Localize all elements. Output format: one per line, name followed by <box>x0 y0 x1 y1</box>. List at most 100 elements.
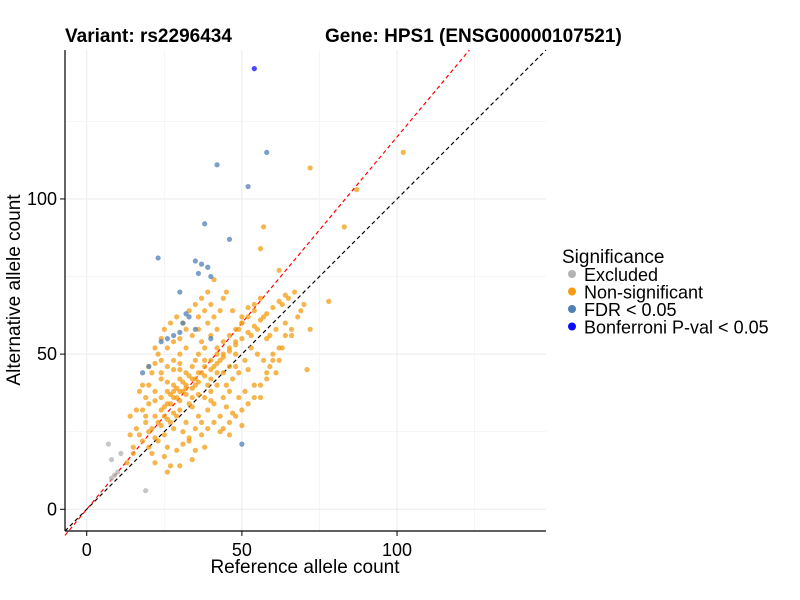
x-tick-label: 0 <box>82 540 92 560</box>
point-non-significant <box>158 422 164 429</box>
point-fdr-0-05 <box>226 236 233 242</box>
point-non-significant <box>164 345 171 351</box>
point-non-significant <box>245 401 251 407</box>
point-non-significant <box>146 382 152 388</box>
point-non-significant <box>152 360 158 367</box>
point-non-significant <box>171 357 177 363</box>
point-non-significant <box>264 370 270 376</box>
point-non-significant <box>174 447 180 453</box>
point-non-significant <box>124 460 130 466</box>
point-non-significant <box>192 425 198 432</box>
point-non-significant <box>202 373 208 379</box>
point-non-significant <box>288 326 295 332</box>
point-non-significant <box>220 394 226 401</box>
point-non-significant <box>214 382 220 388</box>
point-non-significant <box>155 351 161 357</box>
point-fdr-0-05 <box>192 326 198 332</box>
legend-key <box>568 305 576 313</box>
point-non-significant <box>251 382 257 388</box>
point-non-significant <box>226 363 233 370</box>
point-excluded <box>118 450 124 457</box>
legend-label: Bonferroni P-val < 0.05 <box>584 318 769 338</box>
point-non-significant <box>251 308 257 314</box>
point-fdr-0-05 <box>245 183 251 190</box>
point-non-significant <box>186 435 192 441</box>
point-non-significant <box>195 379 202 385</box>
point-non-significant <box>223 404 229 410</box>
point-non-significant <box>242 357 248 363</box>
point-fdr-0-05 <box>208 273 214 280</box>
ticks: 0 50 100 0 50 100 <box>27 189 412 560</box>
point-non-significant <box>202 345 208 351</box>
point-non-significant <box>189 385 195 391</box>
point-non-significant <box>261 357 267 363</box>
point-non-significant <box>164 416 171 422</box>
point-non-significant <box>161 432 167 438</box>
point-non-significant <box>164 363 171 370</box>
point-non-significant <box>152 398 158 404</box>
point-non-significant <box>149 425 155 432</box>
point-non-significant <box>164 379 171 385</box>
point-non-significant <box>233 351 239 357</box>
point-non-significant <box>251 394 257 401</box>
point-non-significant <box>158 376 164 382</box>
point-non-significant <box>214 370 220 376</box>
point-non-significant <box>245 314 251 320</box>
point-fdr-0-05 <box>139 370 146 376</box>
point-non-significant <box>270 351 276 357</box>
point-non-significant <box>161 326 167 332</box>
point-non-significant <box>214 345 220 351</box>
point-non-significant <box>254 351 260 357</box>
point-non-significant <box>264 376 270 382</box>
point-non-significant <box>264 311 270 317</box>
point-non-significant <box>220 425 226 432</box>
point-non-significant <box>164 469 171 475</box>
point-non-significant <box>205 382 211 388</box>
title-gene: Gene: HPS1 (ENSG00000107521) <box>325 26 622 47</box>
point-non-significant <box>233 363 239 370</box>
point-non-significant <box>195 370 202 376</box>
point-non-significant <box>341 224 347 230</box>
point-non-significant <box>214 351 220 357</box>
point-fdr-0-05 <box>202 221 208 227</box>
point-non-significant <box>257 295 264 301</box>
point-non-significant <box>307 165 313 171</box>
point-excluded <box>105 441 112 447</box>
title-variant: Variant: rs2296434 <box>65 26 232 47</box>
point-non-significant <box>226 432 233 438</box>
point-non-significant <box>208 301 214 308</box>
point-non-significant <box>257 246 264 252</box>
legend-label: Excluded <box>584 265 658 285</box>
point-non-significant <box>229 376 236 382</box>
point-non-significant <box>171 394 177 401</box>
point-fdr-0-05 <box>192 258 198 264</box>
point-non-significant <box>177 407 183 413</box>
point-non-significant <box>205 289 211 295</box>
point-non-significant <box>146 444 152 450</box>
point-non-significant <box>177 463 183 469</box>
point-excluded <box>108 457 115 463</box>
point-non-significant <box>158 370 164 376</box>
point-non-significant <box>276 267 282 273</box>
point-non-significant <box>133 407 139 413</box>
point-non-significant <box>177 360 183 367</box>
point-non-significant <box>301 301 307 308</box>
point-non-significant <box>146 401 152 407</box>
point-non-significant <box>171 410 177 416</box>
point-non-significant <box>208 367 214 373</box>
point-non-significant <box>223 382 229 388</box>
legend-label: FDR < 0.05 <box>584 300 677 320</box>
point-non-significant <box>226 388 233 394</box>
point-fdr-0-05 <box>177 289 183 295</box>
point-non-significant <box>208 376 214 382</box>
y-tick-label: 100 <box>27 189 57 209</box>
point-non-significant <box>189 404 195 410</box>
point-non-significant <box>192 301 198 308</box>
point-non-significant <box>245 329 251 335</box>
point-non-significant <box>174 314 180 320</box>
point-fdr-0-05 <box>205 264 211 270</box>
point-non-significant <box>267 332 273 339</box>
grid <box>65 50 546 531</box>
point-non-significant <box>167 463 174 469</box>
point-non-significant <box>233 326 239 332</box>
